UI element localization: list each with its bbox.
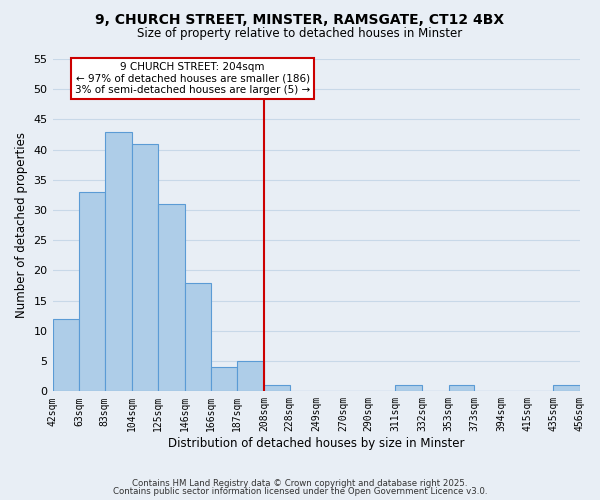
Text: Contains public sector information licensed under the Open Government Licence v3: Contains public sector information licen… [113,487,487,496]
Bar [105,132,131,392]
Bar [131,144,158,392]
Text: Contains HM Land Registry data © Crown copyright and database right 2025.: Contains HM Land Registry data © Crown c… [132,478,468,488]
Bar [553,386,580,392]
Text: Size of property relative to detached houses in Minster: Size of property relative to detached ho… [137,28,463,40]
X-axis label: Distribution of detached houses by size in Minster: Distribution of detached houses by size … [168,437,464,450]
Bar [158,204,185,392]
Text: 9 CHURCH STREET: 204sqm
← 97% of detached houses are smaller (186)
3% of semi-de: 9 CHURCH STREET: 204sqm ← 97% of detache… [75,62,310,95]
Bar [449,386,474,392]
Text: 9, CHURCH STREET, MINSTER, RAMSGATE, CT12 4BX: 9, CHURCH STREET, MINSTER, RAMSGATE, CT1… [95,12,505,26]
Bar [237,361,264,392]
Bar [53,319,79,392]
Y-axis label: Number of detached properties: Number of detached properties [15,132,28,318]
Bar [79,192,105,392]
Bar [264,386,290,392]
Bar [395,386,422,392]
Bar [185,282,211,392]
Bar [211,367,237,392]
